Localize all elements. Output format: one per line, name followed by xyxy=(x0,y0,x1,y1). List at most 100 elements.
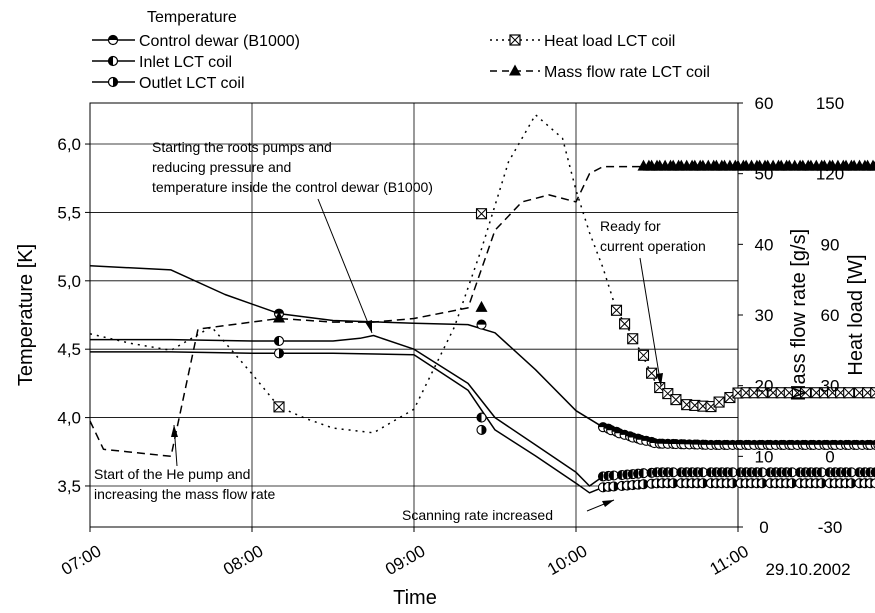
circle-right-half-fill xyxy=(481,425,486,435)
y-right1-tick-label: 0 xyxy=(759,518,768,537)
data-point xyxy=(627,333,639,345)
data-point xyxy=(646,367,658,379)
legend: Temperature Control dewar (B1000) Inlet … xyxy=(92,9,710,92)
data-point xyxy=(668,478,679,489)
circle-right-half-fill xyxy=(821,478,827,488)
legend-label: Mass flow rate LCT coil xyxy=(544,64,710,81)
y-right2-tick-label: 150 xyxy=(816,94,844,113)
legend-label: Heat load LCT coil xyxy=(544,33,675,50)
marker-layer xyxy=(273,159,875,493)
data-point xyxy=(870,467,875,478)
y-left-tick-label: 5,0 xyxy=(57,272,81,291)
data-point xyxy=(475,208,488,220)
circle-left-half-fill xyxy=(628,469,633,479)
data-point xyxy=(869,160,875,171)
circle-left-half-fill xyxy=(801,467,806,477)
data-point xyxy=(619,318,631,330)
circle-left-half-fill xyxy=(752,467,757,477)
data-point xyxy=(476,424,487,435)
circle-left-half-fill xyxy=(765,467,771,477)
annotation-text: current operation xyxy=(600,238,706,254)
data-point xyxy=(786,467,798,478)
y-left-tick-label: 5,5 xyxy=(57,203,81,222)
circle-left-half-fill xyxy=(817,467,822,477)
y-right2-tick-label: 30 xyxy=(821,377,840,396)
y-axis-right2-title: Heat load [W] xyxy=(845,254,867,375)
series-line-heat-load-lct-coil xyxy=(89,114,739,434)
circle-top-half-fill xyxy=(477,320,486,325)
circle-left-half-fill xyxy=(647,468,652,478)
legend-label: Inlet LCT coil xyxy=(139,54,232,71)
circle-left-half-fill xyxy=(722,467,728,477)
circle-left-half-fill xyxy=(747,467,752,477)
circle-left-half-fill xyxy=(741,467,747,477)
data-point xyxy=(870,478,875,489)
circle-left-half-fill xyxy=(711,467,717,477)
data-point xyxy=(476,412,487,423)
annotation-arrow xyxy=(639,257,662,387)
x-axis-title: Time xyxy=(393,587,437,609)
y-right1-tick-label: 60 xyxy=(755,94,774,113)
triangle-up-icon xyxy=(273,311,285,323)
legend-entry-outlet: Outlet LCT coil xyxy=(92,75,245,92)
legend-entry-control-dewar: Control dewar (B1000) xyxy=(92,33,300,50)
y-right2-tick-label: 60 xyxy=(821,306,840,325)
square-x-cross xyxy=(670,394,682,405)
circle-left-half-fill xyxy=(728,467,733,477)
circle-left-half-fill xyxy=(841,467,846,477)
data-point xyxy=(816,478,827,489)
circle-left-half-fill xyxy=(598,471,603,481)
circle-left-half-fill xyxy=(639,468,644,478)
data-point xyxy=(756,387,768,399)
y-left-tick-label: 4,5 xyxy=(57,340,81,359)
circle-left-half-fill xyxy=(846,467,852,477)
data-point xyxy=(610,304,623,316)
circle-right-half-fill xyxy=(762,478,767,488)
annotation-ready: Ready for current operation xyxy=(600,218,706,387)
y-right1-tick-label: 30 xyxy=(755,306,774,325)
square-x-cross xyxy=(476,208,487,220)
circle-left-half-fill xyxy=(811,467,817,477)
data-point xyxy=(727,478,738,489)
circle-left-half-fill xyxy=(668,467,674,477)
circle-left-half-fill xyxy=(657,467,663,477)
square-x-cross xyxy=(273,401,285,413)
y-left-tick-label: 3,5 xyxy=(57,477,81,496)
data-point xyxy=(476,319,487,330)
legend-entry-inlet: Inlet LCT coil xyxy=(92,54,232,71)
circle-left-half-fill xyxy=(736,467,741,477)
data-point xyxy=(608,470,619,481)
square-x-cross xyxy=(843,387,855,399)
data-point xyxy=(697,467,708,478)
y-right2-tick-label: 120 xyxy=(816,165,844,184)
circle-left-half-fill xyxy=(676,467,682,477)
circle-left-half-fill xyxy=(622,470,628,480)
data-point xyxy=(713,396,725,408)
data-point xyxy=(668,467,679,478)
circle-left-half-fill xyxy=(787,467,792,477)
circle-left-half-fill xyxy=(717,467,722,477)
square-x-cross xyxy=(619,318,630,330)
circle-left-half-fill xyxy=(477,413,482,423)
circle-left-half-fill xyxy=(806,467,811,477)
circle-right-half-fill xyxy=(702,478,708,488)
square-x-cross xyxy=(627,333,639,345)
annotation-text: reducing pressure and xyxy=(152,159,291,175)
square-x-cross xyxy=(870,387,875,399)
circle-right-half-fill xyxy=(732,478,738,488)
circle-right-half-icon xyxy=(870,478,875,489)
data-point xyxy=(846,478,857,489)
circle-left-half-fill xyxy=(865,467,871,477)
y-left-tick-label: 6,0 xyxy=(57,135,81,154)
circle-left-half-fill xyxy=(693,467,698,477)
circle-right-half-fill xyxy=(792,478,797,488)
circle-right-half-fill xyxy=(851,478,856,488)
annotation-arrow xyxy=(317,198,373,334)
annotation-text: Ready for xyxy=(600,218,661,234)
y-right2-tick-label: -30 xyxy=(818,518,843,537)
circle-left-half-fill xyxy=(782,467,787,477)
square-x-cross xyxy=(713,396,725,408)
circle-left-half-fill xyxy=(706,467,711,477)
square-x-cross xyxy=(800,387,811,399)
annotation-text: Scanning rate increased xyxy=(402,507,553,523)
